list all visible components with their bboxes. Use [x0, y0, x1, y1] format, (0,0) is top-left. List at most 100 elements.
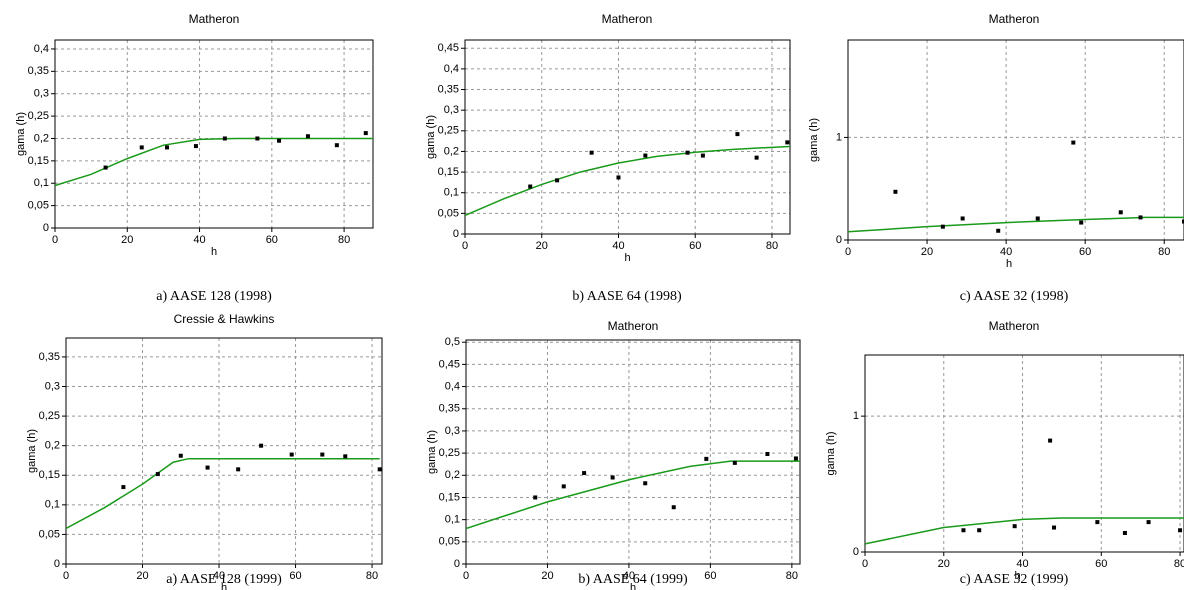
data-point: [793, 456, 798, 461]
data-point: [236, 467, 241, 472]
data-point: [1118, 210, 1123, 215]
chart: 0 20 40 60 80 0 0,05 0,1 0,15 0,2 0,25 0,3 0,35 0,4 0,…: [426, 319, 801, 590]
data-point: [754, 155, 759, 160]
y-tick-label: 0,2: [444, 145, 459, 157]
plot-area: [54, 39, 374, 229]
data-point: [259, 443, 264, 448]
x-tick-label: 60: [1079, 246, 1091, 258]
data-point: [1122, 530, 1127, 535]
y-tick-label: 0: [853, 546, 859, 558]
data-point: [320, 452, 325, 457]
y-tick-label: 0,1: [34, 177, 49, 189]
y-tick-label: 0,25: [39, 410, 60, 422]
x-tick-label: 0: [862, 558, 868, 570]
data-point: [940, 224, 945, 229]
y-tick-label: 0,4: [444, 63, 459, 75]
x-tick-label: 40: [213, 570, 225, 582]
y-tick-label: 0,35: [439, 403, 460, 415]
y-tick-label: 1: [836, 131, 842, 143]
x-tick-label: 80: [366, 570, 378, 582]
data-point: [222, 136, 227, 141]
chart: 0 20 40 60 80 0 0,05 0,1 0,15 0,2 0,25 0,3 0,35 Cress…: [26, 312, 383, 590]
y-tick-label: 0,15: [39, 469, 60, 481]
x-tick-label: 0: [463, 570, 469, 582]
y-tick-label: 0,1: [445, 514, 460, 526]
x-tick-label: 40: [1000, 246, 1012, 258]
x-tick-label: 80: [766, 240, 778, 252]
plot-border: [54, 39, 374, 229]
y-axis-label: gama (h): [808, 118, 820, 162]
x-tick-label: 60: [266, 234, 278, 246]
data-point: [685, 150, 690, 155]
y-axis-label: gama (h): [825, 431, 837, 475]
chart-title: Matheron: [989, 12, 1040, 26]
x-tick-label: 20: [136, 570, 148, 582]
data-point: [533, 495, 538, 500]
x-axis-label: h: [630, 582, 636, 590]
caption: b) AASE 64 (1999): [578, 572, 688, 587]
data-point: [165, 145, 170, 150]
y-tick-label: 0,25: [439, 447, 460, 459]
y-tick-label: 0,3: [445, 425, 460, 437]
y-tick-label: 1: [853, 410, 859, 422]
chart: 0 20 40 60 80 0 0,05 0,1 0,15 0,2 0,25 0,3 0,35 0,4 Ma…: [15, 12, 374, 304]
data-point: [1178, 528, 1183, 533]
y-tick-label: 0,05: [39, 528, 60, 540]
y-tick-label: 0,15: [28, 155, 49, 167]
model-curve: [466, 460, 800, 530]
data-point: [765, 451, 770, 456]
model-curve: [465, 145, 790, 217]
data-point: [155, 472, 160, 477]
x-axis-label: h: [1014, 570, 1020, 582]
y-tick-label: 0: [54, 558, 60, 570]
model-curve: [55, 137, 373, 187]
data-point: [961, 528, 966, 533]
x-tick-label: 0: [845, 246, 851, 258]
data-point: [735, 132, 740, 137]
data-point: [555, 178, 560, 183]
data-point: [893, 189, 898, 194]
y-axis-label: gama (h): [426, 430, 438, 474]
plot-area: [464, 39, 791, 235]
y-tick-label: 0: [454, 558, 460, 570]
chart: 0 20 40 60 80 0 1 Matheron h gama (h) c) AASE 32 (…: [825, 319, 1184, 587]
chart: 0 20 40 60 80 0 0,05 0,1 0,15 0,2 0,25 0,3 0,35 0,4 0,…: [425, 12, 791, 304]
x-tick-label: 20: [536, 240, 548, 252]
data-point: [785, 140, 790, 145]
data-point: [343, 454, 348, 459]
x-tick-label: 0: [462, 240, 468, 252]
chart-title: Matheron: [189, 12, 240, 26]
data-point: [561, 484, 566, 489]
plot-border: [464, 39, 791, 235]
y-tick-label: 0,3: [45, 380, 60, 392]
plot-area: [465, 339, 801, 565]
y-tick-label: 0,5: [445, 336, 460, 348]
x-tick-label: 80: [1174, 558, 1184, 570]
y-tick-label: 0,45: [439, 358, 460, 370]
data-point: [121, 485, 126, 490]
chart-title: Matheron: [602, 12, 653, 26]
y-tick-label: 0,3: [34, 88, 49, 100]
plot-area: [864, 354, 1184, 553]
y-tick-label: 0,4: [34, 43, 49, 55]
x-axis-label: h: [1006, 258, 1012, 270]
data-point: [610, 475, 615, 480]
x-tick-label: 40: [1016, 558, 1028, 570]
data-point: [334, 143, 339, 148]
x-axis-label: h: [624, 252, 630, 264]
x-tick-label: 60: [1095, 558, 1107, 570]
data-point: [616, 175, 621, 180]
y-tick-label: 0,45: [438, 42, 459, 54]
data-point: [589, 150, 594, 155]
data-point: [643, 481, 648, 486]
y-tick-label: 0,05: [28, 200, 49, 212]
data-point: [528, 184, 533, 189]
y-tick-label: 0: [836, 234, 842, 246]
chart: 0 20 40 60 80 0 1 Matheron h gama (h) c) AASE 32 (…: [808, 12, 1184, 304]
y-tick-label: 0: [43, 222, 49, 234]
x-tick-label: 80: [786, 570, 798, 582]
x-tick-label: 40: [612, 240, 624, 252]
x-tick-label: 60: [689, 240, 701, 252]
y-tick-label: 0,2: [445, 469, 460, 481]
y-tick-label: 0,2: [45, 440, 60, 452]
